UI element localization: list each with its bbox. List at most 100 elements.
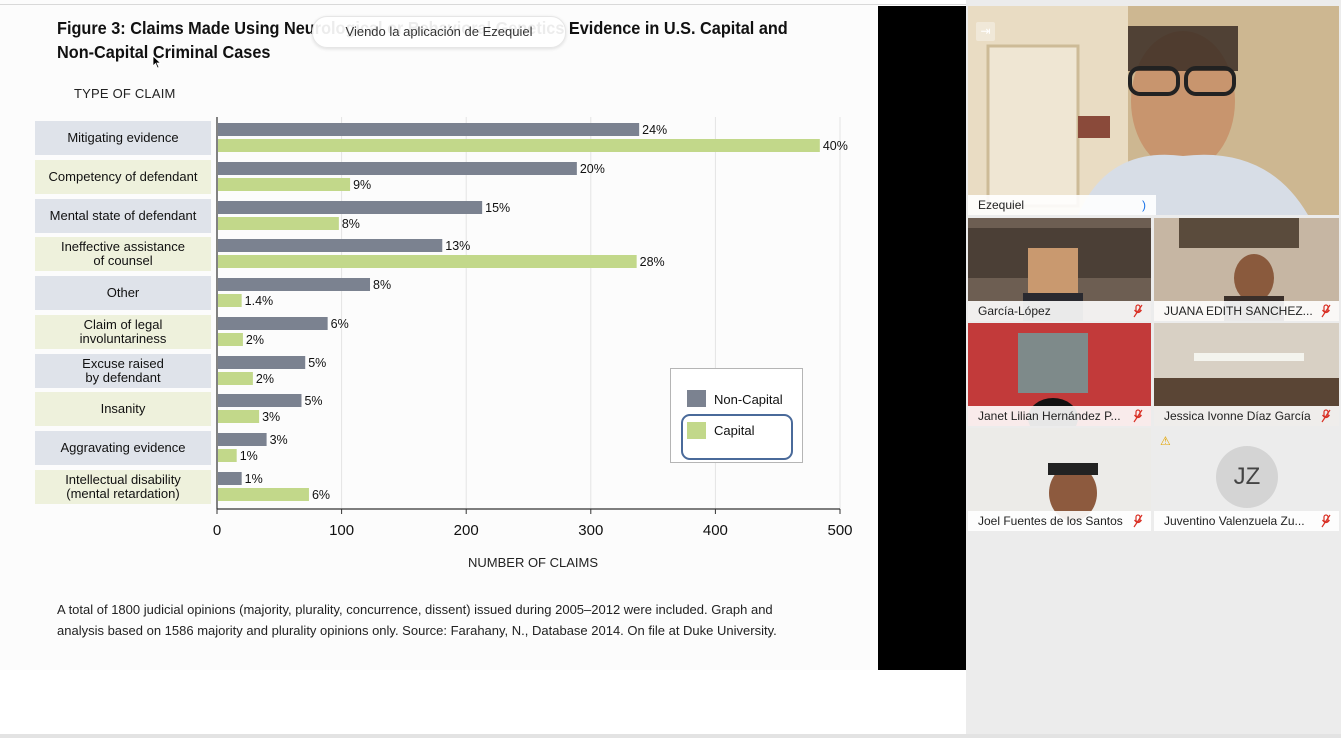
category-label-text: Claim of legal involuntariness — [80, 318, 167, 346]
x-tick-label: 0 — [213, 522, 221, 539]
data-label: 13% — [445, 239, 470, 253]
category-label-line: Other — [106, 285, 140, 300]
legend-label-capital: Capital — [714, 423, 755, 438]
x-tick-label: 100 — [329, 522, 354, 539]
legend-highlight-annotation — [681, 414, 793, 460]
category-label: Other — [35, 276, 211, 310]
bar-capital — [218, 255, 637, 268]
category-label-text: Mental state of defendant — [50, 209, 197, 223]
top-divider — [0, 4, 966, 5]
data-label: 5% — [308, 356, 326, 370]
data-label: 3% — [262, 410, 280, 424]
legend-swatch-capital — [687, 422, 706, 439]
bar-noncapital — [218, 356, 306, 369]
bar-noncapital — [218, 433, 267, 446]
category-label-line: Excuse raised — [82, 356, 164, 371]
category-label-line: Insanity — [100, 401, 146, 416]
data-label: 40% — [823, 139, 848, 153]
x-tick-label: 400 — [703, 522, 728, 539]
mic-muted-icon — [1133, 409, 1143, 423]
category-label-line: Competency of defendant — [48, 169, 198, 184]
bar-capital — [218, 488, 309, 501]
category-label: Excuse raised by defendant — [35, 354, 211, 388]
screen-share-margin — [878, 6, 966, 671]
x-tick-label: 500 — [827, 522, 852, 539]
category-label-text: Intellectual disability (mental retardati… — [65, 473, 181, 501]
data-label: 1% — [245, 472, 263, 486]
participant-name: Janet Lilian Hernández P... — [978, 409, 1121, 423]
participant-tile[interactable]: Jessica Ivonne Díaz García — [1154, 323, 1339, 426]
presenter-video — [968, 6, 1339, 215]
participant-name-tag: Jessica Ivonne Díaz García — [1154, 406, 1339, 426]
category-label: Mental state of defendant — [35, 199, 211, 233]
participant-name-tag: Juventino Valenzuela Zu... — [1154, 511, 1339, 531]
data-label: 15% — [485, 201, 510, 215]
data-label: 6% — [331, 317, 349, 331]
category-label-line: Mental state of defendant — [49, 208, 197, 223]
bar-noncapital — [218, 162, 577, 175]
participant-tile[interactable]: JZ ⚠ Juventino Valenzuela Zu... — [1154, 428, 1339, 531]
participant-tile[interactable]: García-López — [968, 218, 1151, 321]
participant-video — [968, 218, 1151, 321]
legend-label-noncapital: Non-Capital — [714, 392, 783, 407]
participant-tile[interactable]: JUANA EDITH SANCHEZ... — [1154, 218, 1339, 321]
collapse-panel-icon[interactable]: ⇥ — [976, 22, 995, 41]
mic-muted-icon — [1321, 409, 1331, 423]
category-label-text: Insanity — [101, 402, 146, 416]
category-label-text: Aggravating evidence — [60, 441, 185, 455]
participant-name-tag: Joel Fuentes de los Santos — [968, 511, 1151, 531]
data-label: 20% — [580, 162, 605, 176]
category-label-text: Competency of defendant — [49, 170, 198, 184]
category-label: Intellectual disability (mental retardati… — [35, 470, 211, 504]
participant-name: JUANA EDITH SANCHEZ... — [1164, 304, 1313, 318]
viewing-banner[interactable]: Viendo la aplicación de Ezequiel — [312, 16, 566, 48]
bar-noncapital — [218, 239, 443, 252]
data-label: 28% — [640, 255, 665, 269]
participant-name-tag: JUANA EDITH SANCHEZ... — [1154, 301, 1339, 321]
bar-capital — [218, 410, 260, 423]
bar-capital — [218, 217, 339, 230]
bar-noncapital — [218, 123, 640, 136]
bar-noncapital — [218, 201, 483, 214]
category-label: Claim of legal involuntariness — [35, 315, 211, 349]
participant-tile[interactable]: Janet Lilian Hernández P... — [968, 323, 1151, 426]
participant-name-tag: Janet Lilian Hernández P... — [968, 406, 1151, 426]
bar-chart: 0 100 200 300 400 500 24% 40% 20% 9% 15% 8% 13% 28% 8%… — [213, 117, 853, 539]
bar-noncapital — [218, 278, 371, 291]
participant-name: Juventino Valenzuela Zu... — [1164, 514, 1305, 528]
speaking-icon: ) — [1142, 198, 1146, 212]
category-label: Competency of defendant — [35, 160, 211, 194]
category-label-text: Ineffective assistance of counsel — [61, 240, 185, 268]
bar-noncapital — [218, 394, 302, 407]
category-label-line: of counsel — [93, 253, 153, 268]
bar-noncapital — [218, 472, 242, 485]
x-axis-title: NUMBER OF CLAIMS — [468, 555, 599, 570]
data-label: 8% — [373, 278, 391, 292]
bar-capital — [218, 372, 253, 385]
chart-legend: Non-Capital Capital — [670, 368, 803, 463]
participant-tile[interactable]: Joel Fuentes de los Santos — [968, 428, 1151, 531]
presenter-name: Ezequiel — [978, 198, 1025, 212]
category-label: Mitigating evidence — [35, 121, 211, 155]
presenter-video-tile[interactable]: ⇥ Ezequiel ) — [968, 6, 1339, 215]
bar-capital — [218, 178, 351, 191]
category-label-line: (mental retardation) — [66, 486, 180, 501]
warning-icon: ⚠ — [1160, 434, 1171, 448]
bar-capital — [218, 333, 243, 346]
category-label-line: by defendant — [85, 370, 161, 385]
category-label-line: Claim of legal — [83, 317, 163, 332]
participants-panel: ⇥ Ezequiel ) García-López JUANA EDITH SAN… — [966, 0, 1341, 738]
data-label: 3% — [270, 433, 288, 447]
data-label: 8% — [342, 217, 360, 231]
participant-name: Jessica Ivonne Díaz García — [1164, 409, 1311, 423]
data-label: 2% — [246, 333, 264, 347]
avatar: JZ — [1216, 446, 1278, 508]
category-label: Insanity — [35, 392, 211, 426]
data-label: 2% — [256, 372, 274, 386]
legend-swatch-noncapital — [687, 390, 706, 407]
mic-muted-icon — [1321, 304, 1331, 318]
category-label-line: Aggravating evidence — [60, 440, 186, 455]
x-tick-label: 200 — [454, 522, 479, 539]
data-label: 1.4% — [245, 294, 274, 308]
category-label-text: Mitigating evidence — [67, 131, 178, 145]
